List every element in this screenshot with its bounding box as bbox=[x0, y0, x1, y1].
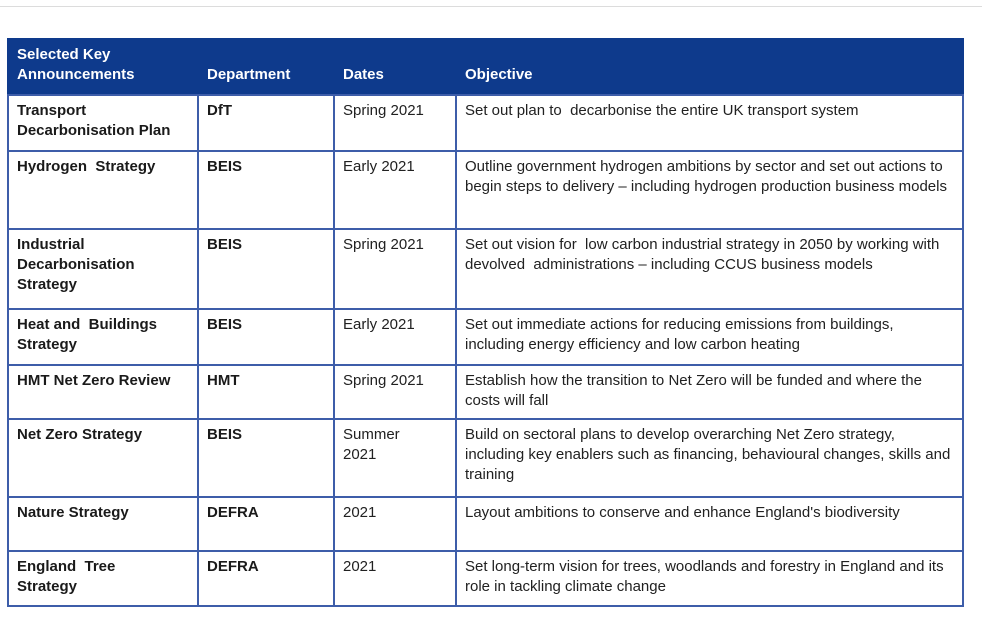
department-cell: BEIS bbox=[197, 227, 335, 310]
objective-cell: Build on sectoral plans to develop overa… bbox=[455, 417, 964, 498]
dates-cell: Early 2021 bbox=[333, 149, 457, 230]
announcement-cell: Net Zero Strategy bbox=[7, 417, 199, 498]
objective-cell: Set out plan to decarbonise the entire U… bbox=[455, 93, 964, 152]
objective-cell: Outline government hydrogen ambitions by… bbox=[455, 149, 964, 230]
table-row: HMT Net Zero Review HMT Spring 2021 Esta… bbox=[7, 363, 964, 420]
dates-cell: Spring 2021 bbox=[333, 363, 457, 420]
objective-cell: Set out immediate actions for reducing e… bbox=[455, 307, 964, 366]
department-cell: DEFRA bbox=[197, 495, 335, 552]
dates-cell: Summer 2021 bbox=[333, 417, 457, 498]
table-header: Selected Key Announcements Department Da… bbox=[7, 38, 964, 96]
table-row: Industrial Decarbonisation Strategy BEIS… bbox=[7, 227, 964, 310]
header-row: Selected Key Announcements Department Da… bbox=[7, 38, 964, 96]
announcement-cell: England Tree Strategy bbox=[7, 549, 199, 607]
col-header-announcements: Selected Key Announcements bbox=[7, 38, 199, 96]
dates-cell: Early 2021 bbox=[333, 307, 457, 366]
table-body: Transport Decarbonisation Plan DfT Sprin… bbox=[7, 93, 964, 607]
announcement-cell: HMT Net Zero Review bbox=[7, 363, 199, 420]
dates-cell: 2021 bbox=[333, 549, 457, 607]
objective-cell: Set long-term vision for trees, woodland… bbox=[455, 549, 964, 607]
table-row: Net Zero Strategy BEIS Summer 2021 Build… bbox=[7, 417, 964, 498]
col-header-department: Department bbox=[197, 38, 335, 96]
announcements-table: Selected Key Announcements Department Da… bbox=[7, 38, 964, 607]
department-cell: BEIS bbox=[197, 307, 335, 366]
department-cell: DfT bbox=[197, 93, 335, 152]
department-cell: BEIS bbox=[197, 149, 335, 230]
col-header-objective: Objective bbox=[455, 38, 964, 96]
table-row: Heat and Buildings Strategy BEIS Early 2… bbox=[7, 307, 964, 366]
department-cell: HMT bbox=[197, 363, 335, 420]
table-row: Transport Decarbonisation Plan DfT Sprin… bbox=[7, 93, 964, 152]
announcement-cell: Nature Strategy bbox=[7, 495, 199, 552]
dates-cell: Spring 2021 bbox=[333, 227, 457, 310]
table-row: England Tree Strategy DEFRA 2021 Set lon… bbox=[7, 549, 964, 607]
announcement-cell: Industrial Decarbonisation Strategy bbox=[7, 227, 199, 310]
dates-cell: 2021 bbox=[333, 495, 457, 552]
announcement-cell: Hydrogen Strategy bbox=[7, 149, 199, 230]
announcement-cell: Heat and Buildings Strategy bbox=[7, 307, 199, 366]
table-row: Nature Strategy DEFRA 2021 Layout ambiti… bbox=[7, 495, 964, 552]
objective-cell: Establish how the transition to Net Zero… bbox=[455, 363, 964, 420]
department-cell: DEFRA bbox=[197, 549, 335, 607]
dates-cell: Spring 2021 bbox=[333, 93, 457, 152]
table-row: Hydrogen Strategy BEIS Early 2021 Outlin… bbox=[7, 149, 964, 230]
department-cell: BEIS bbox=[197, 417, 335, 498]
objective-cell: Set out vision for low carbon industrial… bbox=[455, 227, 964, 310]
page-top-divider bbox=[0, 6, 982, 7]
announcement-cell: Transport Decarbonisation Plan bbox=[7, 93, 199, 152]
objective-cell: Layout ambitions to conserve and enhance… bbox=[455, 495, 964, 552]
col-header-dates: Dates bbox=[333, 38, 457, 96]
